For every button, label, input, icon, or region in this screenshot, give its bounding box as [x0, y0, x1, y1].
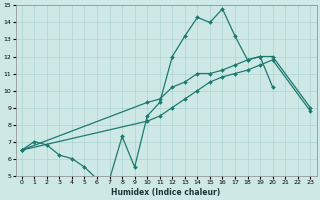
X-axis label: Humidex (Indice chaleur): Humidex (Indice chaleur) — [111, 188, 221, 197]
